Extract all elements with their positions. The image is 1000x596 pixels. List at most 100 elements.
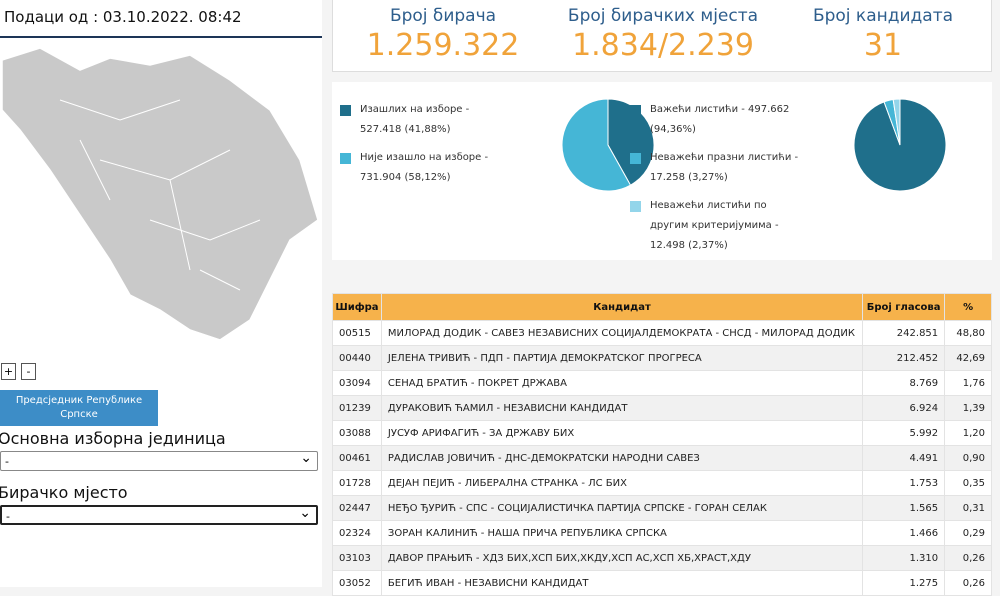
table-cell: НЕЂО ЂУРИЋ - СПС - СОЦИЈАЛИСТИЧКА ПАРТИЈ… — [380, 495, 864, 521]
table-cell: 02447 — [332, 495, 382, 521]
table-row: 00515 МИЛОРАД ДОДИК - САВЕЗ НЕЗАВИСНИХ СО… — [332, 320, 992, 346]
legend-line: Неважећи листићи по — [650, 200, 767, 211]
table-cell: 1.565 — [862, 495, 946, 521]
table-cell: 4.491 — [862, 445, 946, 471]
table-cell: ЗОРАН КАЛИНИЋ - НАША ПРИЧА РЕПУБЛИКА СРП… — [380, 520, 864, 546]
unit-select[interactable]: - — [0, 448, 318, 471]
legend-line: 17.258 (3,27%) — [650, 172, 728, 183]
table-cell: 1,76 — [944, 370, 992, 396]
table-cell: 03094 — [332, 370, 382, 396]
table-cell: 01728 — [332, 470, 382, 496]
legend-line: 731.904 (58,12%) — [360, 172, 451, 183]
pie-slice — [892, 98, 901, 146]
legend-swatch — [630, 201, 641, 212]
legend-swatch — [340, 153, 351, 164]
divider — [0, 36, 322, 38]
stat-value: 31 — [863, 28, 903, 63]
table-cell: 6.924 — [862, 395, 946, 421]
table-cell: ЈЕЛЕНА ТРИВИЋ - ПДП - ПАРТИЈА ДЕМОКРАТСК… — [380, 345, 864, 371]
zoom-out[interactable]: - — [21, 363, 36, 380]
pie-slice — [561, 98, 632, 192]
legend-line: другим критеријумима - — [650, 220, 779, 231]
stat-label: Број кандидата — [812, 6, 954, 26]
table-cell: 0,26 — [944, 570, 992, 596]
legend-item: Није изашло на изборе - 731.904 (58,12%) — [340, 148, 520, 188]
station-select[interactable]: - — [0, 503, 318, 525]
stat: Број кандидата 31 — [773, 6, 993, 63]
pie — [561, 98, 655, 192]
legend-line: Није изашло на изборе - — [360, 152, 489, 163]
legend-swatch — [340, 105, 351, 116]
pie — [853, 98, 947, 192]
stat: Број бирачких мјеста 1.834/2.239 — [553, 6, 773, 63]
table-row: 00461 РАДИСЛАВ ЈОВИЧИЋ - ДНС-ДЕМОКРАТСКИ … — [332, 445, 992, 471]
table-cell: РАДИСЛАВ ЈОВИЧИЋ - ДНС-ДЕМОКРАТСКИ НАРОД… — [380, 445, 864, 471]
column-header: % — [944, 293, 992, 321]
table-cell: 1,39 — [944, 395, 992, 421]
table-cell: 48,80 — [944, 320, 992, 346]
table-cell: 1,20 — [944, 420, 992, 446]
table-cell: 0,90 — [944, 445, 992, 471]
table-cell: ДУРАКОВИЋ ЋАМИЛ - НЕЗАВИСНИ КАНДИДАТ — [380, 395, 864, 421]
table-cell: СЕНАД БРАТИЋ - ПОКРЕТ ДРЖАВА — [380, 370, 864, 396]
table-cell: БЕГИЋ ИВАН - НЕЗАВИСНИ КАНДИДАТ — [380, 570, 864, 596]
table-cell: 0,35 — [944, 470, 992, 496]
table-cell: 00440 — [332, 345, 382, 371]
table-cell: МИЛОРАД ДОДИК - САВЕЗ НЕЗАВИСНИХ СОЦИЈАЛ… — [380, 320, 864, 346]
legend-line: Важећи листићи - 497.662 — [650, 104, 790, 115]
pies-panel: Изашлих на изборе - 527.418 (41,88%) Није … — [332, 82, 992, 260]
table-cell: 1.310 — [862, 545, 946, 571]
stat: Број бирача 1.259.322 — [333, 6, 553, 63]
table-row: 02324 ЗОРАН КАЛИНИЋ - НАША ПРИЧА РЕПУБЛИК… — [332, 520, 992, 546]
legend-item: Неважећи празни листићи - 17.258 (3,27%) — [630, 148, 810, 188]
table-row: 03052 БЕГИЋ ИВАН - НЕЗАВИСНИ КАНДИДАТ 1.27… — [332, 570, 992, 596]
stat-value: 1.834/2.239 — [572, 28, 754, 63]
election-button[interactable]: Предсједник Републике Српске — [0, 390, 158, 426]
table-cell: 03088 — [332, 420, 382, 446]
table-cell: 1.753 — [862, 470, 946, 496]
table-cell: 0,31 — [944, 495, 992, 521]
table-row: 03094 СЕНАД БРАТИЋ - ПОКРЕТ ДРЖАВА 8.769 1,… — [332, 370, 992, 396]
table-cell: ДЕЈАН ПЕЈИЋ - ЛИБЕРАЛНА СТРАНКА - ЛС БИХ — [380, 470, 864, 496]
table-cell: 03052 — [332, 570, 382, 596]
table-row: 01239 ДУРАКОВИЋ ЋАМИЛ - НЕЗАВИСНИ КАНДИДА… — [332, 395, 992, 421]
zoom-in[interactable]: + — [1, 363, 16, 380]
table-cell: 1.275 — [862, 570, 946, 596]
table-cell: 1.466 — [862, 520, 946, 546]
table-cell: 42,69 — [944, 345, 992, 371]
legend-item: Изашлих на изборе - 527.418 (41,88%) — [340, 100, 520, 140]
pie-slice — [607, 98, 655, 186]
table-row: 00440 ЈЕЛЕНА ТРИВИЋ - ПДП - ПАРТИЈА ДЕМОК… — [332, 345, 992, 371]
legend-line: (94,36%) — [650, 124, 696, 135]
column-header: Шифра — [332, 293, 382, 321]
column-header: Број гласова — [862, 293, 946, 321]
table-cell: 5.992 — [862, 420, 946, 446]
legend-line: Неважећи празни листићи - — [650, 152, 799, 163]
stat-label: Број бирача — [389, 6, 497, 26]
table-cell: 00515 — [332, 320, 382, 346]
table-row: 01728 ДЕЈАН ПЕЈИЋ - ЛИБЕРАЛНА СТРАНКА - Л… — [332, 470, 992, 496]
stat-value: 1.259.322 — [366, 28, 520, 63]
table-cell: 212.452 — [862, 345, 946, 371]
map[interactable] — [0, 40, 322, 340]
unit-label: Основна изборна јединица — [0, 429, 226, 448]
map-panel: Подаци од : 03.10.2022. 08:42 + - Предсј… — [0, 0, 322, 587]
legend-line: 527.418 (41,88%) — [360, 124, 451, 135]
table-cell: 0,26 — [944, 545, 992, 571]
legend-line: Изашлих на изборе - — [360, 104, 470, 115]
table-cell: 00461 — [332, 445, 382, 471]
legend-swatch — [630, 105, 641, 116]
table-cell: 8.769 — [862, 370, 946, 396]
table-cell: 0,29 — [944, 520, 992, 546]
table-cell: ЈУСУФ АРИФАГИЋ - ЗА ДРЖАВУ БИХ — [380, 420, 864, 446]
button-label: Предсједник Републике Српске — [15, 395, 143, 420]
column-header: Кандидат — [380, 293, 864, 321]
table-cell: 02324 — [332, 520, 382, 546]
legend-item: Важећи листићи - 497.662 (94,36%) — [630, 100, 810, 140]
station-label: Бирачко мјесто — [0, 483, 128, 502]
table-cell: ДАВОР ПРАЊИЋ - ХДЗ БИХ,ХСП БИХ,ХКДУ,ХСП … — [380, 545, 864, 571]
table-cell: 03103 — [332, 545, 382, 571]
table-row: 02447 НЕЂО ЂУРИЋ - СПС - СОЦИЈАЛИСТИЧКА П… — [332, 495, 992, 521]
table-cell: 242.851 — [862, 320, 946, 346]
